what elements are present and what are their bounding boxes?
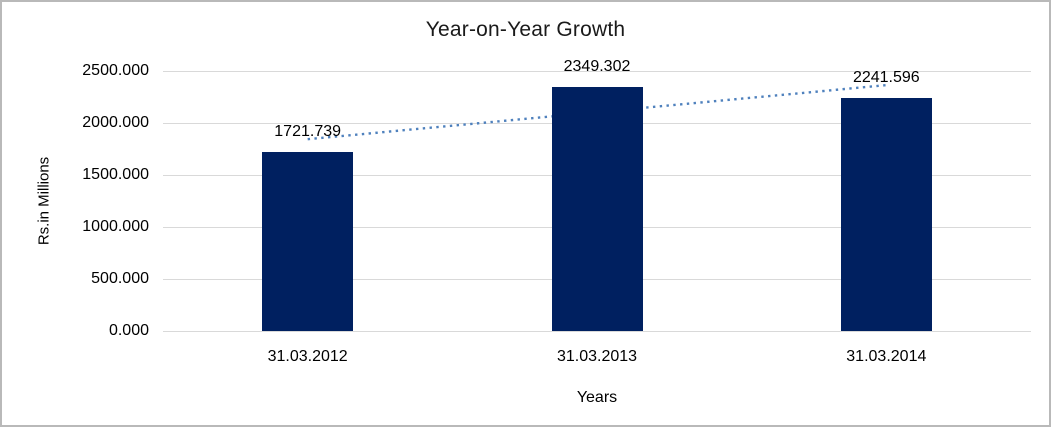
y-axis-title: Rs.in Millions — [35, 156, 53, 246]
y-tick-label: 1000.000 — [82, 218, 149, 235]
y-tick-label: 2500.000 — [82, 62, 149, 79]
bar-data-label: 2349.302 — [563, 57, 631, 75]
x-axis-title: Years — [576, 389, 618, 406]
gridline — [163, 71, 1031, 72]
bar-data-label: 2241.596 — [852, 68, 920, 86]
bar-data-label: 1721.739 — [274, 122, 342, 140]
x-category-label: 31.03.2013 — [556, 348, 638, 365]
y-tick-label: 0.000 — [108, 322, 149, 339]
x-category-label: 31.03.2012 — [267, 348, 348, 365]
y-tick-label: 500.000 — [91, 270, 149, 287]
x-category-label: 31.03.2014 — [846, 348, 927, 365]
y-tick-label: 1500.000 — [82, 166, 149, 183]
bar — [262, 151, 354, 331]
bar — [840, 97, 932, 331]
y-tick-label: 2000.000 — [82, 114, 149, 131]
chart-title: Year-on-Year Growth — [425, 18, 626, 41]
gridline — [163, 331, 1031, 332]
bar — [551, 86, 643, 331]
